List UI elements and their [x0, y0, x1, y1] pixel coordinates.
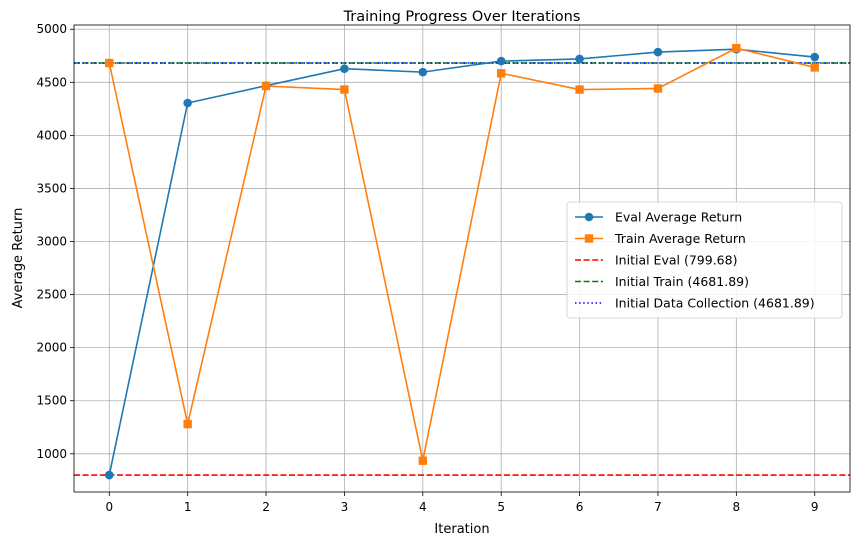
y-tick-label: 1000: [36, 447, 67, 461]
data-point: [340, 64, 349, 74]
series-line: [108, 47, 815, 461]
series: [104, 43, 820, 480]
data-point: [575, 54, 584, 64]
data-point: [418, 67, 428, 77]
y-axis: 1000 1500 2000 2500 3000 3500 4000 4500 5000: [36, 22, 74, 461]
legend-label: Initial Data Collection (4681.89): [615, 296, 815, 311]
x-tick-label: 2: [262, 500, 270, 514]
x-tick-label: 8: [733, 500, 741, 514]
data-point: [810, 63, 819, 72]
data-point: [496, 56, 506, 66]
data-point: [183, 419, 192, 429]
data-point: [261, 81, 271, 91]
y-tick-label: 2500: [36, 288, 67, 302]
y-tick-label: 3500: [36, 181, 67, 195]
data-point: [183, 98, 192, 108]
data-point: [496, 69, 506, 78]
x-tick-label: 7: [654, 500, 662, 514]
legend-box: [566, 201, 843, 319]
y-tick-label: 3000: [36, 235, 67, 249]
data-point: [653, 47, 663, 57]
legend-label: Eval Average Return: [615, 210, 742, 225]
x-tick-label: 3: [341, 500, 349, 514]
x-tick-label: 1: [184, 500, 192, 514]
y-axis-label: Average Return: [11, 208, 26, 309]
legend-label: Initial Eval (799.68): [615, 253, 737, 268]
series-line: [108, 48, 815, 476]
legend-label: Initial Train (4681.89): [615, 274, 749, 289]
x-axis: 0 1 2 3 4 5 6 7 8 9: [105, 492, 819, 514]
x-tick-label: 6: [576, 500, 584, 514]
data-point: [575, 85, 584, 94]
y-tick-label: 2000: [36, 341, 67, 355]
y-tick-label: 4000: [36, 128, 67, 142]
x-axis-label: Iteration: [434, 522, 489, 537]
x-tick-label: 5: [497, 500, 505, 514]
data-point: [104, 470, 114, 480]
x-tick-label: 4: [419, 500, 427, 514]
y-tick-label: 4500: [36, 75, 67, 89]
reference-lines: [74, 62, 850, 476]
data-point: [732, 43, 741, 53]
chart-title: Training Progress Over Iterations: [343, 9, 581, 25]
x-tick-label: 0: [105, 500, 113, 514]
legend-marker: [584, 234, 594, 243]
data-point: [653, 84, 663, 93]
legend-label: Train Average Return: [614, 231, 746, 246]
y-tick-label: 5000: [36, 22, 67, 36]
data-point: [810, 52, 820, 62]
data-point: [105, 58, 114, 68]
data-point: [418, 456, 428, 465]
legend-marker: [584, 212, 594, 222]
legend: Eval Average Return Train Average Return I…: [566, 201, 843, 319]
plot-frame: [73, 24, 851, 493]
x-tick-label: 9: [811, 500, 819, 514]
data-point: [340, 85, 349, 94]
y-tick-label: 1500: [36, 394, 67, 408]
